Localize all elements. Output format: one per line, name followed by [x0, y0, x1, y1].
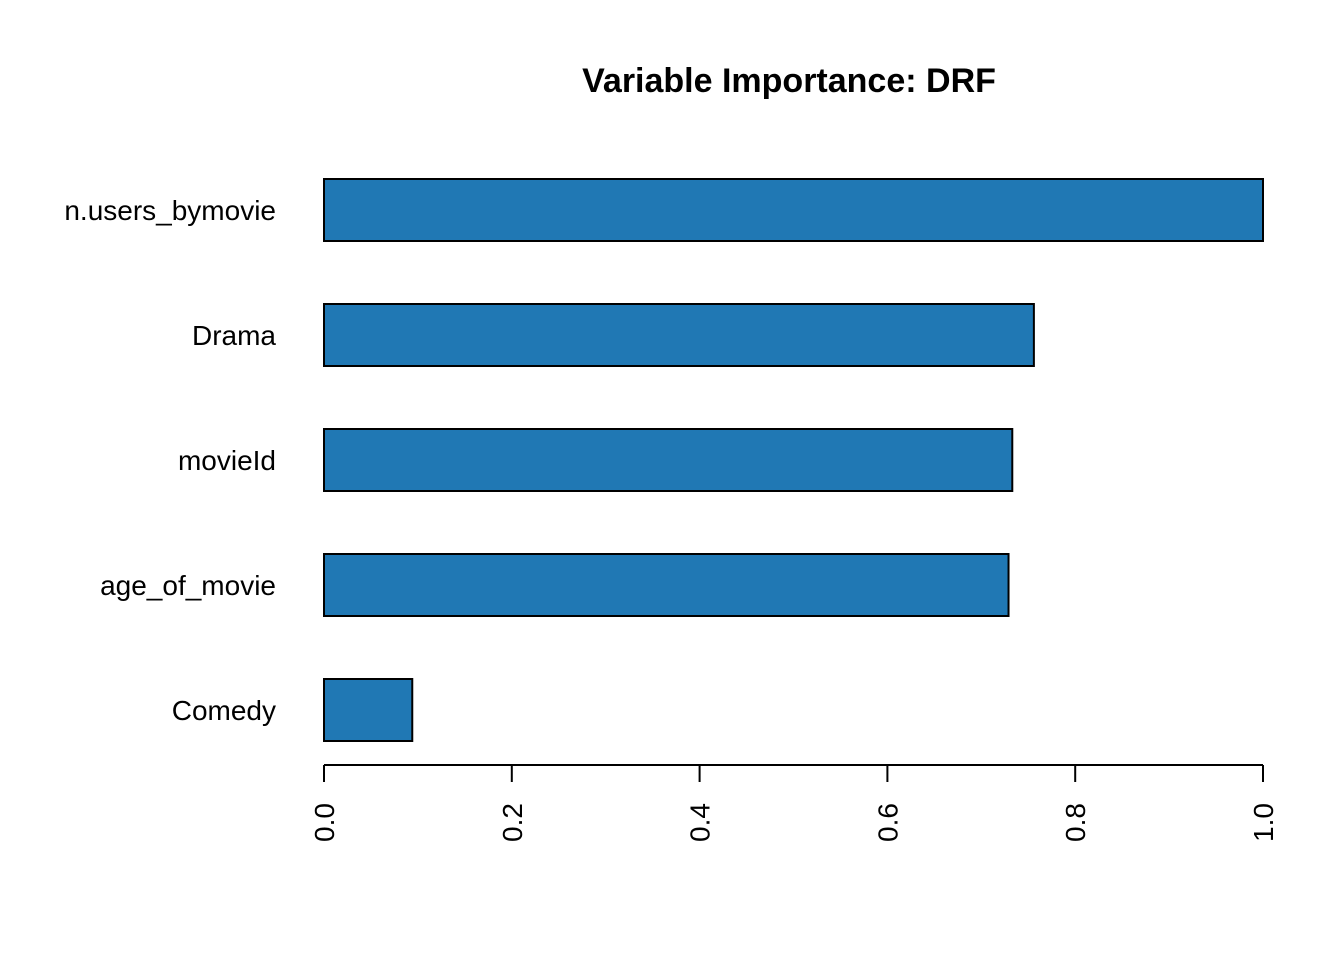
x-tick-label: 0.6	[872, 803, 903, 842]
category-label: age_of_movie	[100, 570, 276, 601]
category-label: n.users_bymovie	[64, 195, 276, 226]
category-label: Drama	[192, 320, 276, 351]
bar	[323, 553, 1010, 617]
bar	[323, 428, 1014, 492]
category-label: Comedy	[172, 695, 276, 726]
category-label: movieId	[178, 445, 276, 476]
x-tick-label: 0.0	[309, 803, 340, 842]
x-tick-label: 1.0	[1248, 803, 1279, 842]
bar	[323, 303, 1035, 367]
x-tick-label: 0.4	[685, 803, 716, 842]
bar	[323, 678, 414, 742]
bars-group	[323, 178, 1264, 742]
category-labels: n.users_bymovie Drama movieId age_of_movie C…	[64, 195, 276, 726]
x-tick-label: 0.2	[497, 803, 528, 842]
x-tick-label: 0.8	[1060, 803, 1091, 842]
bar	[323, 178, 1264, 242]
chart-title: Variable Importance: DRF	[582, 62, 996, 100]
x-axis: 0.0 0.2 0.4 0.6 0.8 1.0	[309, 764, 1279, 842]
